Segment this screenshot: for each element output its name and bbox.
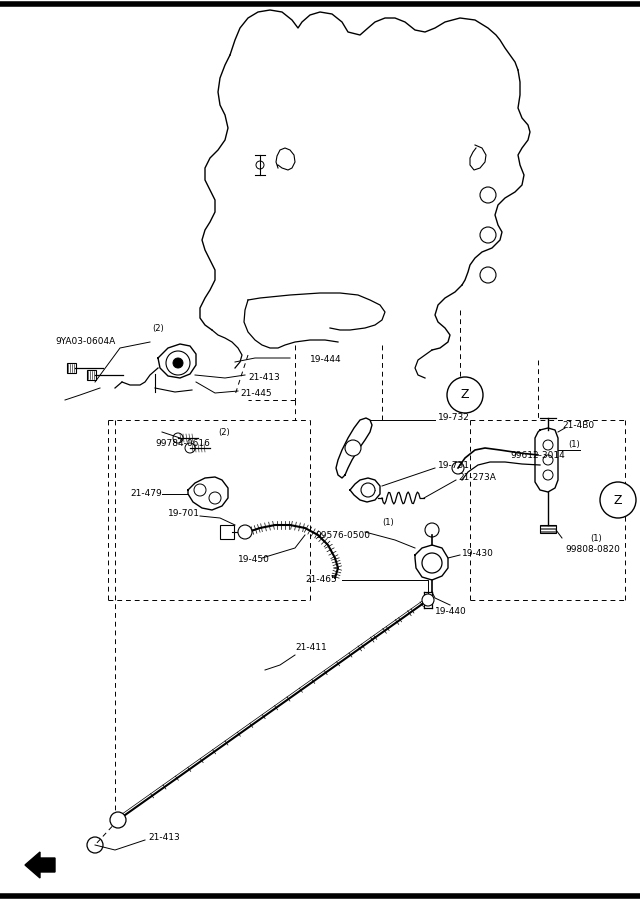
Text: 21-411: 21-411: [295, 644, 327, 652]
Circle shape: [600, 482, 636, 518]
Polygon shape: [415, 545, 448, 580]
Text: 21-465: 21-465: [305, 575, 337, 584]
Polygon shape: [25, 852, 55, 878]
Text: Z: Z: [461, 389, 469, 401]
Text: (1): (1): [568, 440, 580, 449]
Polygon shape: [188, 477, 228, 510]
Circle shape: [422, 594, 434, 606]
Text: (2): (2): [152, 323, 164, 332]
Text: Z: Z: [614, 493, 622, 507]
Circle shape: [173, 358, 183, 368]
Text: 19-430: 19-430: [462, 548, 494, 557]
Circle shape: [447, 377, 483, 413]
Text: 21-413: 21-413: [148, 833, 180, 842]
Polygon shape: [350, 478, 380, 502]
Text: 19-450: 19-450: [238, 555, 270, 564]
Text: (1): (1): [590, 534, 602, 543]
Text: 21-445: 21-445: [240, 389, 271, 398]
Text: 19-732: 19-732: [438, 413, 470, 422]
Text: 99612-3014: 99612-3014: [510, 451, 564, 460]
Text: 19-440: 19-440: [435, 608, 467, 616]
Text: 21-479: 21-479: [130, 490, 162, 499]
Circle shape: [110, 812, 126, 828]
Circle shape: [361, 483, 375, 497]
Text: 21-273A: 21-273A: [458, 473, 496, 482]
Text: 21-4B0: 21-4B0: [562, 420, 594, 429]
Circle shape: [422, 553, 442, 573]
Text: 19-701: 19-701: [168, 509, 200, 518]
Text: FWD: FWD: [31, 860, 49, 869]
Text: 9YA03-0604A: 9YA03-0604A: [55, 338, 115, 346]
Circle shape: [238, 525, 252, 539]
Text: 99784-0616: 99784-0616: [155, 439, 210, 448]
Text: 99576-0500: 99576-0500: [315, 530, 370, 539]
Text: 99808-0820: 99808-0820: [565, 545, 620, 554]
Polygon shape: [336, 418, 372, 478]
Polygon shape: [535, 428, 558, 492]
Text: 19-444: 19-444: [310, 356, 342, 364]
Text: 21-413: 21-413: [248, 374, 280, 382]
Text: (1): (1): [382, 518, 394, 526]
Circle shape: [345, 440, 361, 456]
Text: (2): (2): [218, 428, 230, 436]
Text: 19-731: 19-731: [438, 461, 470, 470]
